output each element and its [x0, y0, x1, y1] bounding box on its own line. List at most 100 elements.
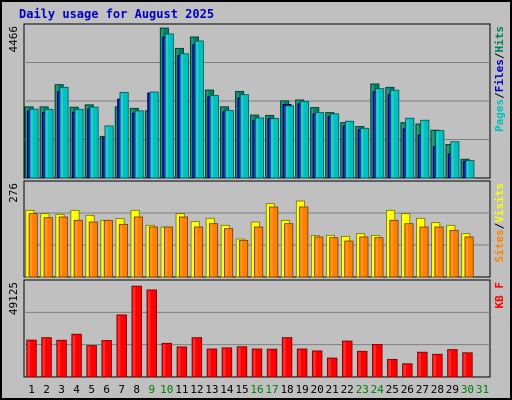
bar-pages-day-10 — [164, 33, 174, 179]
panel-middle-ymax-label: 276 — [7, 183, 20, 203]
bar-kbf-day-9 — [146, 289, 157, 378]
x-tick-label-19: 19 — [295, 383, 308, 396]
panel-bottom-legend: KB F — [493, 282, 506, 309]
bar-pages-day-8 — [134, 110, 144, 179]
legend-entry-top-1: / — [493, 92, 506, 99]
bar-kbf-day-10 — [161, 342, 173, 378]
bar-sites-day-28 — [434, 226, 444, 278]
bar-sites-day-24-highlight — [375, 238, 378, 276]
bar-pages-day-23 — [360, 127, 370, 179]
bar-sites-day-19 — [299, 206, 309, 278]
bar-sites-day-10-highlight — [165, 228, 168, 276]
bar-pages-day-12-highlight — [196, 41, 199, 177]
bar-pages-day-24-highlight — [376, 89, 379, 177]
bar-pages-day-9 — [149, 91, 159, 179]
bar-visits-day-24-highlight — [372, 236, 375, 276]
bar-pages-day-18-highlight — [286, 106, 289, 177]
bar-sites-day-20-highlight — [315, 238, 318, 276]
bar-pages-day-6-highlight — [105, 126, 109, 177]
legend-entry-top-3: / — [493, 52, 506, 59]
bar-pages-day-21-highlight — [331, 114, 334, 177]
bar-sites-day-26-highlight — [405, 224, 408, 276]
bar-pages-day-11 — [179, 53, 189, 179]
bar-sites-day-3-highlight — [60, 218, 63, 276]
bar-visits-day-10-highlight — [162, 228, 165, 276]
bar-sites-day-22 — [344, 240, 354, 278]
bar-pages-day-15 — [239, 94, 249, 179]
bar-visits-day-3-highlight — [56, 215, 59, 276]
bar-visits-day-20-highlight — [312, 236, 315, 276]
bar-pages-day-10-highlight — [166, 34, 169, 177]
bar-kbf-day-21 — [326, 357, 338, 378]
x-tick-label-6: 6 — [103, 383, 110, 396]
bar-pages-day-5-highlight — [90, 108, 93, 177]
bar-kbf-day-6-highlight — [102, 341, 106, 376]
bar-pages-day-3 — [59, 86, 69, 179]
x-tick-label-31: 31 — [476, 383, 489, 396]
x-tick-label-21: 21 — [326, 383, 339, 396]
bar-sites-day-11-highlight — [180, 218, 183, 276]
bar-kbf-day-2 — [41, 337, 52, 378]
x-axis: 1 2 3 4 5 6 7 8 9 10 11 12 13 14 15 16 17 18 19 20 21 22 23 24 2… — [28, 383, 489, 396]
x-tick-label-16: 16 — [250, 383, 263, 396]
bar-visits-day-1-highlight — [26, 211, 29, 276]
bar-sites-day-17 — [269, 206, 279, 278]
panel-middle: 276 Sites/Visits — [7, 180, 506, 278]
x-tick-label-30: 30 — [461, 383, 474, 396]
bar-kbf-day-30 — [462, 352, 473, 378]
bar-sites-day-18 — [284, 223, 294, 278]
bar-visits-day-18-highlight — [282, 221, 285, 276]
bar-pages-day-9-highlight — [151, 93, 154, 177]
bar-kbf-day-4-highlight — [72, 335, 76, 376]
bar-sites-day-30-highlight — [465, 238, 469, 276]
bar-kbf-day-3 — [56, 339, 67, 378]
bar-sites-day-30 — [464, 236, 474, 278]
bar-pages-day-8-highlight — [136, 111, 139, 177]
bar-pages-day-3-highlight — [60, 88, 63, 177]
x-tick-label-9: 9 — [148, 383, 155, 396]
bar-sites-day-18-highlight — [285, 224, 288, 276]
x-tick-label-12: 12 — [190, 383, 203, 396]
bar-kbf-day-5-highlight — [87, 346, 91, 376]
bar-pages-day-26-highlight — [406, 119, 409, 177]
bar-kbf-day-23 — [357, 350, 368, 378]
bar-pages-day-13-highlight — [211, 96, 214, 177]
bar-sites-day-20 — [314, 236, 324, 278]
bar-kbf-day-1 — [26, 339, 37, 378]
bar-sites-day-12 — [193, 226, 204, 278]
bar-sites-day-15-highlight — [240, 241, 243, 276]
bar-visits-day-30-highlight — [462, 234, 465, 276]
bar-pages-day-14-highlight — [226, 111, 229, 177]
bar-kbf-day-8 — [131, 285, 142, 378]
x-tick-label-28: 28 — [431, 383, 444, 396]
bar-pages-day-7 — [119, 91, 129, 179]
bar-visits-day-19-highlight — [297, 202, 300, 276]
bar-kbf-day-11 — [176, 346, 188, 378]
bar-kbf-day-16 — [251, 348, 263, 378]
bar-visits-day-15-highlight — [237, 240, 240, 276]
bar-visits-day-4-highlight — [71, 211, 74, 276]
bar-pages-day-20 — [315, 112, 325, 179]
bar-sites-day-21-highlight — [330, 238, 333, 276]
bar-pages-day-25 — [390, 89, 400, 179]
bar-sites-day-7-highlight — [120, 225, 123, 276]
bar-visits-day-22-highlight — [342, 237, 345, 276]
bar-pages-day-1 — [29, 108, 39, 179]
bar-pages-day-16-highlight — [256, 118, 259, 177]
bar-pages-day-2 — [44, 108, 54, 179]
panel-middle-legend: Sites/Visits — [493, 183, 506, 263]
bar-pages-day-29 — [450, 141, 460, 179]
bar-sites-day-8 — [133, 216, 143, 278]
bar-kbf-day-7 — [116, 314, 127, 378]
bar-pages-day-6 — [104, 125, 114, 179]
legend-entry-middle-2: Visits — [493, 183, 506, 223]
x-tick-label-1: 1 — [28, 383, 35, 396]
bar-visits-day-2-highlight — [41, 214, 44, 276]
bar-visits-day-17-highlight — [267, 204, 270, 276]
bar-visits-day-5-highlight — [86, 216, 89, 276]
x-tick-label-7: 7 — [118, 383, 125, 396]
bar-kbf-day-2-highlight — [42, 338, 46, 376]
bar-pages-day-1-highlight — [30, 110, 33, 177]
bar-sites-day-23 — [359, 236, 369, 278]
